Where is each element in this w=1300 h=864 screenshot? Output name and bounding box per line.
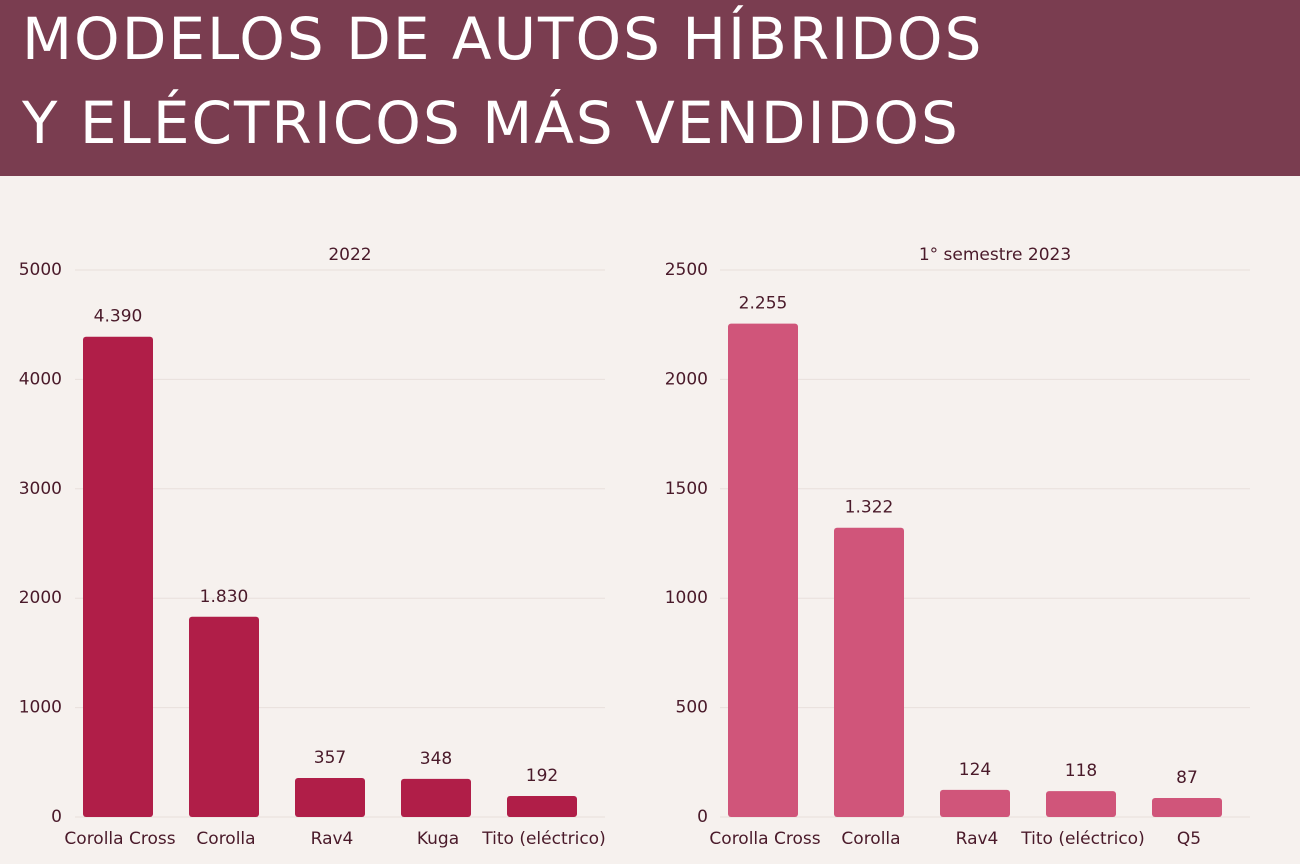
title-line: Y ELÉCTRICOS MÁS VENDIDOS	[22, 89, 960, 157]
y-tick-label: 1000	[665, 588, 708, 608]
x-tick-label: Corolla	[196, 829, 255, 849]
bar	[295, 777, 365, 817]
bar	[1152, 797, 1222, 817]
y-tick-label: 0	[697, 807, 708, 827]
y-tick-label: 4000	[19, 369, 62, 389]
x-tick-label: Tito (eléctrico)	[1020, 829, 1144, 849]
y-tick-label: 5000	[19, 260, 62, 280]
x-tick-label: Corolla	[841, 829, 900, 849]
chart-subtitle: 2022	[328, 245, 371, 265]
y-tick-label: 500	[676, 698, 708, 718]
header: MODELOS DE AUTOS HÍBRIDOS Y ELÉCTRICOS M…	[0, 0, 1300, 176]
bar	[83, 336, 153, 817]
value-label: 4.390	[94, 307, 143, 327]
y-tick-label: 1000	[19, 698, 62, 718]
x-tick-label: Q5	[1177, 829, 1201, 849]
chart-subtitle: 1° semestre 2023	[919, 245, 1071, 265]
y-tick-label: 3000	[19, 479, 62, 499]
value-label: 124	[959, 760, 991, 780]
x-tick-label: Rav4	[311, 829, 354, 849]
bar	[834, 527, 904, 817]
x-tick-label: Rav4	[956, 829, 999, 849]
value-label: 1.830	[200, 587, 249, 607]
y-tick-label: 2000	[19, 588, 62, 608]
bar	[1046, 791, 1116, 817]
bar	[401, 778, 471, 817]
value-label: 192	[526, 766, 558, 786]
y-tick-label: 2000	[665, 369, 708, 389]
value-label: 357	[314, 748, 346, 768]
x-tick-label: Corolla Cross	[709, 829, 820, 849]
value-label: 2.255	[739, 294, 788, 314]
bar	[940, 789, 1010, 817]
x-tick-label: Tito (eléctrico)	[481, 829, 605, 849]
bar	[507, 795, 577, 817]
y-tick-label: 1500	[665, 479, 708, 499]
value-label: 118	[1065, 761, 1097, 781]
bar	[189, 616, 259, 817]
title-line: MODELOS DE AUTOS HÍBRIDOS	[22, 5, 984, 73]
y-tick-label: 0	[51, 807, 62, 827]
x-tick-label: Corolla Cross	[64, 829, 175, 849]
value-label: 348	[420, 749, 452, 769]
y-tick-label: 2500	[665, 260, 708, 280]
x-tick-label: Kuga	[417, 829, 459, 849]
value-label: 1.322	[845, 498, 894, 518]
bar	[728, 323, 798, 817]
value-label: 87	[1176, 768, 1198, 788]
